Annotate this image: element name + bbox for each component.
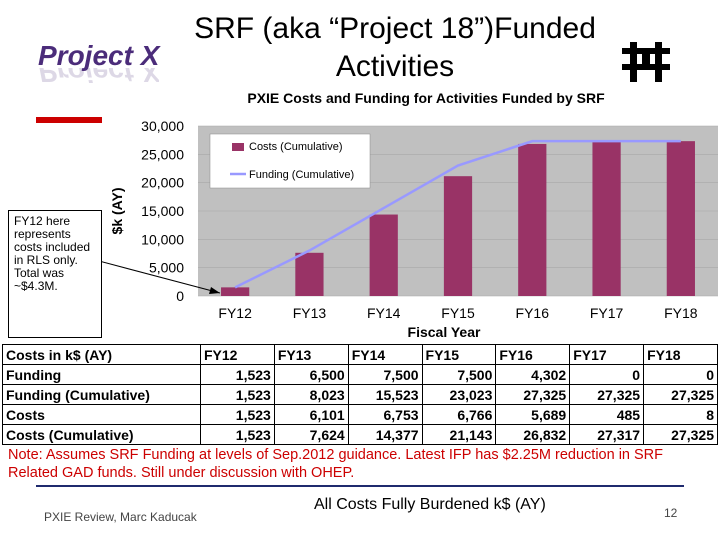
table-cell: 27,325 <box>569 384 645 405</box>
table-row: Funding (Cumulative) 1,523 8,023 15,523 23,0… <box>2 384 718 405</box>
x-tick-label: FY15 <box>441 305 475 321</box>
project-x-logo-reflection: Project X <box>38 68 160 88</box>
table-cell: 27,317 <box>569 424 645 445</box>
y-axis-label: $k (AY) <box>109 188 125 235</box>
table-cell: 23,023 <box>421 384 497 405</box>
table-header-cell: FY18 <box>643 344 718 365</box>
y-tick-label: 0 <box>176 288 184 304</box>
bar-costs-fy13 <box>295 252 324 296</box>
bar-series <box>221 141 695 296</box>
x-tick-label: FY14 <box>367 305 401 321</box>
table-row: Costs (Cumulative) 1,523 7,624 14,377 21,143… <box>2 424 718 445</box>
table-header-cell: Costs in k$ (AY) <box>2 344 201 365</box>
table-cell: 1,523 <box>200 424 275 445</box>
y-axis-ticks: 0 5,000 10,000 15,000 20,000 25,000 30,000 <box>141 118 184 304</box>
table-cell: 485 <box>569 404 645 425</box>
x-tick-label: FY17 <box>590 305 624 321</box>
table-row-label: Funding (Cumulative) <box>2 384 201 405</box>
table-cell: 6,766 <box>421 404 497 425</box>
table-cell: 8,023 <box>273 384 349 405</box>
y-tick-label: 25,000 <box>141 146 184 162</box>
table-header-row: Costs in k$ (AY) FY12 FY13 FY14 FY15 FY1… <box>2 344 718 365</box>
chart-legend: Costs (Cumulative) Funding (Cumulative) <box>209 133 371 189</box>
y-tick-label: 5,000 <box>149 260 184 276</box>
costs-funding-chart: PXIE Costs and Funding for Activities Fu… <box>100 90 718 340</box>
funding-note: Note: Assumes SRF Funding at levels of S… <box>8 447 664 481</box>
table-header-cell: FY16 <box>495 344 571 365</box>
table-cell: 0 <box>569 364 645 385</box>
table-row: Costs 1,523 6,101 6,753 6,766 5,689 485 8 <box>2 404 718 425</box>
table-header-cell: FY14 <box>347 344 423 365</box>
table-header-cell: FY13 <box>273 344 349 365</box>
y-tick-label: 30,000 <box>141 118 184 134</box>
table-header-cell: FY15 <box>421 344 497 365</box>
table-cell: 8 <box>643 404 718 425</box>
bar-costs-fy12 <box>221 287 250 296</box>
table-header-cell: FY17 <box>569 344 645 365</box>
table-cell: 6,101 <box>273 404 349 425</box>
table-cell: 1,523 <box>200 404 275 425</box>
x-tick-label: FY13 <box>293 305 327 321</box>
x-tick-label: FY16 <box>516 305 550 321</box>
table-cell: 1,523 <box>200 364 275 385</box>
legend-label-funding: Funding (Cumulative) <box>249 169 354 181</box>
x-tick-label: FY12 <box>218 305 252 321</box>
project-x-logo: Project X <box>38 40 160 71</box>
logo-underline-bar <box>36 117 102 123</box>
table-cell: 0 <box>643 364 718 385</box>
table-cell: 27,325 <box>643 384 718 405</box>
callout-arrow <box>100 260 221 294</box>
y-tick-label: 10,000 <box>141 231 184 247</box>
bar-costs-fy14 <box>369 214 398 296</box>
table-cell: 21,143 <box>421 424 497 445</box>
x-axis-ticks: FY12 FY13 FY14 FY15 FY16 FY17 FY18 <box>218 305 697 321</box>
table-cell: 27,325 <box>495 384 571 405</box>
page-number: 12 <box>664 506 678 520</box>
table-row: Funding 1,523 6,500 7,500 7,500 4,302 0 0 <box>2 364 718 385</box>
table-cell: 27,325 <box>643 424 718 445</box>
table-cell: 4,302 <box>495 364 571 385</box>
table-header-cell: FY12 <box>200 344 275 365</box>
legend-label-costs: Costs (Cumulative) <box>249 141 343 153</box>
y-tick-label: 15,000 <box>141 203 184 219</box>
table-cell: 14,377 <box>347 424 423 445</box>
footer-cost-basis: All Costs Fully Burdened k$ (AY) <box>314 496 546 513</box>
x-axis-label: Fiscal Year <box>408 324 481 340</box>
slide-title: SRF (aka “Project 18”)Funded Activities <box>194 12 596 83</box>
costs-table: Costs in k$ (AY) FY12 FY13 FY14 FY15 FY1… <box>2 344 718 445</box>
bar-costs-fy16 <box>518 143 547 296</box>
table-body: Funding 1,523 6,500 7,500 7,500 4,302 0 0 Fundin… <box>2 364 718 445</box>
table-cell: 7,624 <box>273 424 349 445</box>
fermilab-logo-icon <box>622 42 670 82</box>
table-row-label: Costs <box>2 404 201 425</box>
table-cell: 5,689 <box>495 404 571 425</box>
bar-costs-fy17 <box>592 141 621 296</box>
table-cell: 26,832 <box>495 424 571 445</box>
chart-title: PXIE Costs and Funding for Activities Fu… <box>247 90 605 106</box>
table-cell: 7,500 <box>421 364 497 385</box>
table-cell: 6,500 <box>273 364 349 385</box>
footer-presenter: PXIE Review, Marc Kaducak <box>44 510 197 524</box>
table-row-label: Costs (Cumulative) <box>2 424 201 445</box>
table-cell: 6,753 <box>347 404 423 425</box>
funding-cumulative-line <box>234 139 681 289</box>
bar-costs-fy18 <box>666 141 695 296</box>
y-tick-label: 20,000 <box>141 175 184 191</box>
x-tick-label: FY18 <box>664 305 698 321</box>
table-cell: 7,500 <box>347 364 423 385</box>
table-cell: 1,523 <box>200 384 275 405</box>
legend-swatch-costs <box>232 143 244 151</box>
bar-costs-fy15 <box>443 176 473 296</box>
callout-arrow-head <box>209 287 220 294</box>
fy12-callout-box: FY12 here represents costs included in R… <box>8 210 102 338</box>
footer-divider <box>36 485 684 487</box>
table-cell: 15,523 <box>347 384 423 405</box>
table-row-label: Funding <box>2 364 201 385</box>
